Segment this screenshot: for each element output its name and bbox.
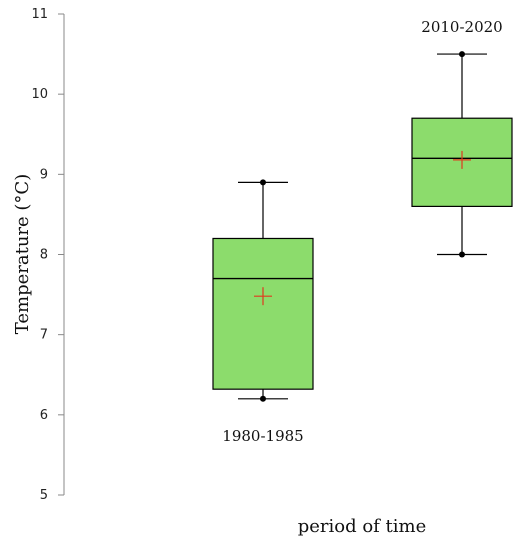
- category-label: 1980-1985: [222, 427, 303, 445]
- max-point: [459, 51, 465, 58]
- category-labels: 1980-1985 2010-2020: [222, 18, 502, 445]
- box-2010-2020: [411, 51, 513, 258]
- min-point: [459, 251, 465, 258]
- min-point: [260, 395, 266, 402]
- x-axis-title: period of time: [298, 516, 427, 537]
- y-tick-label: 8: [40, 248, 48, 263]
- y-tick-label: 10: [31, 87, 48, 102]
- category-label: 2010-2020: [421, 18, 502, 36]
- y-tick-label: 9: [40, 167, 48, 182]
- y-tick-label: 6: [40, 408, 48, 423]
- box-plot-series: [212, 51, 513, 402]
- y-tick-label: 7: [40, 328, 48, 343]
- y-axis-title: Temperature (°C): [12, 174, 33, 334]
- y-tick-label: 5: [40, 488, 48, 503]
- y-tick-label: 11: [31, 7, 48, 22]
- box-1980-1985: [212, 179, 314, 402]
- max-point: [260, 179, 266, 186]
- y-axis: 5 6 7 8 9 10 11: [31, 7, 65, 503]
- iqr-box: [212, 237, 314, 390]
